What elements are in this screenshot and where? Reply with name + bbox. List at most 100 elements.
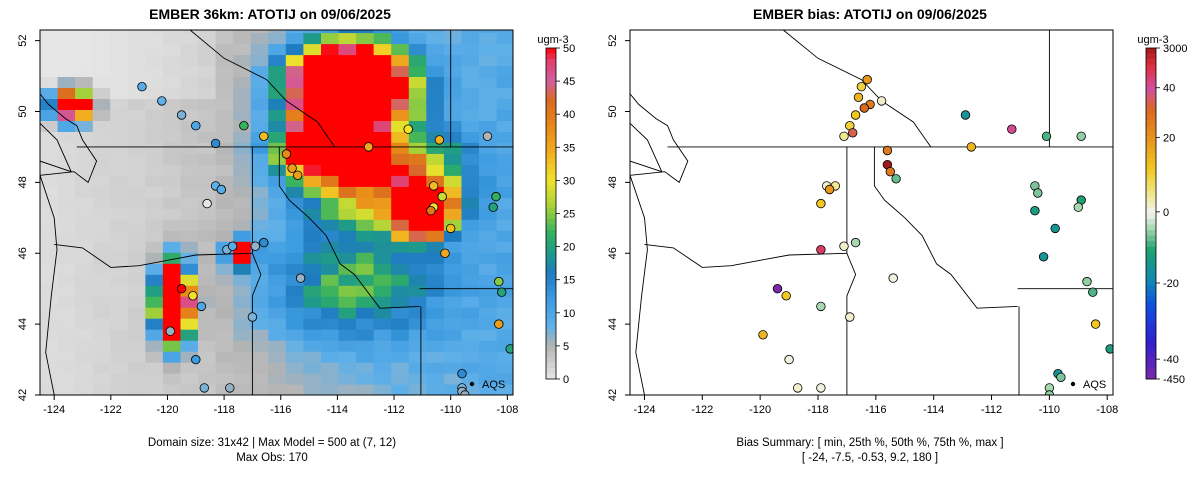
heatmap-cell bbox=[268, 142, 287, 154]
heatmap-cell bbox=[162, 164, 182, 176]
colorbar-segment bbox=[1146, 279, 1156, 286]
right-title: EMBER bias: ATOTIJ on 09/06/2025 bbox=[753, 6, 987, 22]
obs-point bbox=[482, 131, 493, 142]
heatmap-cell bbox=[408, 120, 427, 132]
heatmap-cell bbox=[57, 351, 76, 363]
heatmap-cell bbox=[180, 164, 199, 176]
bias-point bbox=[1038, 252, 1049, 262]
obs-point bbox=[437, 191, 447, 202]
heatmap-cell bbox=[92, 252, 111, 264]
heatmap-cell bbox=[250, 186, 269, 198]
obs-point bbox=[446, 223, 456, 234]
x-tick-label: -122 bbox=[691, 404, 713, 416]
heatmap-cell bbox=[338, 219, 357, 231]
heatmap-cell bbox=[145, 285, 164, 297]
heatmap-cell bbox=[145, 98, 164, 110]
heatmap-cell bbox=[391, 384, 410, 395]
heatmap-cell bbox=[75, 76, 94, 88]
bias-point bbox=[839, 241, 849, 251]
heatmap-cell bbox=[408, 384, 427, 395]
heatmap-cell bbox=[443, 30, 463, 34]
heatmap-cell bbox=[496, 241, 513, 253]
heatmap-cell bbox=[250, 197, 269, 209]
heatmap-cell bbox=[479, 307, 498, 319]
colorbar-segment bbox=[546, 296, 556, 303]
heatmap-cell bbox=[75, 186, 94, 198]
heatmap-cell bbox=[110, 307, 129, 319]
left-axes: -124 -122 -120 -118 -116 -114 -112 -110 -108 42 44… bbox=[17, 35, 518, 416]
heatmap-cell bbox=[461, 30, 480, 34]
obs-point bbox=[440, 248, 450, 259]
heatmap-cell bbox=[198, 362, 217, 374]
heatmap-cell bbox=[215, 230, 234, 242]
heatmap-cell bbox=[110, 373, 129, 385]
heatmap-cell bbox=[145, 76, 164, 88]
obs-point bbox=[188, 291, 198, 301]
heatmap-cell bbox=[443, 263, 463, 275]
obs-point bbox=[363, 142, 374, 152]
heatmap-cell bbox=[250, 120, 269, 132]
heatmap-cell bbox=[198, 318, 217, 330]
heatmap-cell bbox=[75, 197, 94, 209]
heatmap-cell bbox=[426, 274, 445, 286]
heatmap-cell bbox=[443, 142, 463, 154]
heatmap-cell bbox=[391, 109, 410, 121]
colorbar-segment bbox=[546, 213, 556, 220]
colorbar-segment bbox=[546, 279, 556, 286]
heatmap-cell bbox=[180, 318, 199, 330]
heatmap-cell bbox=[127, 186, 146, 198]
heatmap-cell bbox=[373, 351, 392, 363]
heatmap-cell bbox=[233, 351, 252, 363]
heatmap-cell bbox=[479, 153, 498, 165]
heatmap-cell bbox=[92, 373, 111, 385]
heatmap-cell bbox=[215, 373, 234, 385]
heatmap-cell bbox=[285, 208, 304, 220]
heatmap-cell bbox=[479, 98, 498, 110]
colorbar-segment bbox=[1146, 75, 1156, 82]
heatmap-cell bbox=[391, 186, 410, 198]
heatmap-cell bbox=[268, 362, 287, 374]
colorbar-segment bbox=[546, 163, 556, 170]
left-colorbar-unit: ugm-3 bbox=[537, 34, 568, 46]
colorbar-segment bbox=[546, 180, 556, 187]
heatmap-cell bbox=[110, 329, 129, 341]
heatmap-cell bbox=[40, 186, 59, 198]
bias-point bbox=[781, 291, 791, 301]
heatmap-cell bbox=[321, 329, 340, 341]
heatmap-cell bbox=[356, 219, 375, 231]
heatmap-cell bbox=[356, 175, 375, 187]
x-tick-label: -108 bbox=[1096, 404, 1118, 416]
heatmap-cell bbox=[268, 263, 287, 275]
heatmap-cell bbox=[426, 164, 445, 176]
heatmap-cells bbox=[40, 30, 513, 395]
heatmap-cell bbox=[408, 175, 427, 187]
colorbar-segment bbox=[546, 257, 556, 264]
heatmap-cell bbox=[426, 263, 445, 275]
right-aqs-label: AQS bbox=[1083, 379, 1106, 391]
heatmap-cell bbox=[443, 318, 463, 330]
heatmap-cell bbox=[180, 362, 199, 374]
heatmap-cell bbox=[373, 164, 392, 176]
heatmap-cell bbox=[426, 329, 445, 341]
heatmap-cell bbox=[127, 307, 146, 319]
heatmap-cell bbox=[373, 263, 392, 275]
heatmap-cell bbox=[40, 98, 59, 110]
obs-point bbox=[191, 120, 201, 131]
heatmap-cell bbox=[303, 230, 322, 242]
colorbar-segment bbox=[1146, 290, 1156, 297]
x-tick-label: -110 bbox=[1039, 404, 1060, 416]
left-aqs-legend: AQS bbox=[469, 379, 505, 391]
heatmap-cell bbox=[110, 142, 129, 154]
heatmap-cell bbox=[162, 197, 182, 209]
heatmap-cell bbox=[426, 131, 445, 143]
heatmap-cell bbox=[145, 30, 164, 34]
heatmap-cell bbox=[408, 54, 427, 67]
heatmap-cell bbox=[145, 362, 164, 374]
heatmap-cell bbox=[443, 373, 463, 385]
heatmap-cell bbox=[426, 30, 445, 34]
heatmap-cell bbox=[162, 252, 182, 264]
heatmap-cell bbox=[426, 175, 445, 187]
heatmap-cell bbox=[233, 263, 252, 275]
heatmap-cell bbox=[391, 274, 410, 286]
heatmap-cell bbox=[268, 329, 287, 341]
